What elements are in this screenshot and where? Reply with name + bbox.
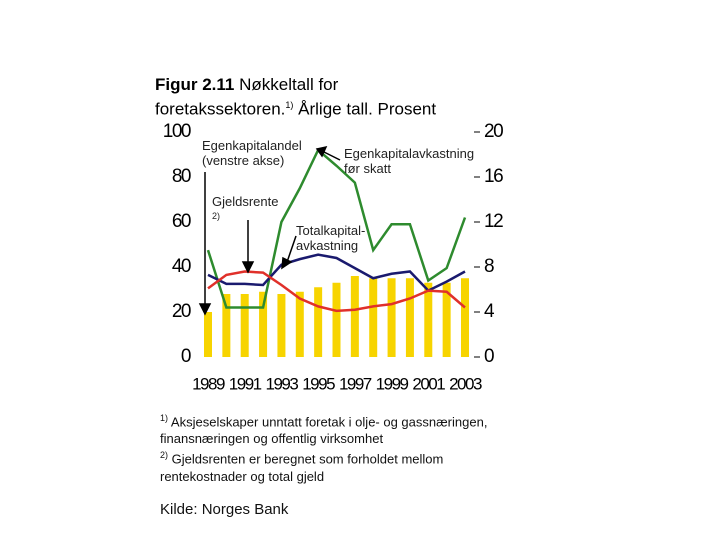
- source: Kilde: Norges Bank: [160, 500, 289, 518]
- bar: [277, 294, 286, 357]
- y2-tick-label: 4: [484, 301, 495, 322]
- title-sup: 1): [285, 100, 294, 110]
- bar: [387, 278, 396, 357]
- series-label: Gjeldsrente 2): [212, 194, 302, 227]
- y2-tick-label: 12: [484, 211, 503, 232]
- title-part: foretakssektoren.: [155, 99, 286, 119]
- y-tick-label: 20: [172, 301, 191, 322]
- bar: [332, 282, 341, 357]
- y2-tick-label: 8: [484, 256, 494, 277]
- bar: [295, 291, 304, 357]
- x-tick-label: 1991: [229, 374, 262, 393]
- bar: [204, 312, 212, 357]
- note-mark: 2): [160, 450, 169, 461]
- y2-tick-label: 20: [484, 121, 503, 142]
- x-tick-label: 1993: [266, 374, 299, 393]
- x-tick-label: 1989: [192, 374, 225, 393]
- arrows: [198, 145, 341, 316]
- bar: [442, 282, 451, 357]
- series-label: Totalkapital-avkastning: [296, 223, 366, 253]
- series-label: Egenkapitalandel (venstre akse): [202, 138, 302, 168]
- footnote: 2) Gjeldsrenten er beregnet som forholde…: [160, 447, 510, 484]
- bar: [405, 278, 414, 357]
- line: [207, 270, 466, 313]
- chart-title: Figur 2.11 Nøkkeltall for foretakssektore…: [155, 74, 485, 120]
- y2-tick-label: 0: [484, 346, 494, 367]
- y-tick-label: 40: [172, 256, 191, 277]
- bar: [240, 294, 249, 357]
- footnote-text: Aksjeselskaper unntatt foretak i olje- o…: [160, 414, 488, 447]
- x-tick-label: 1999: [376, 374, 409, 393]
- x-tick-label: 2003: [449, 374, 482, 393]
- x-tick-label: 1997: [339, 374, 372, 393]
- footnote: 1) Aksjeselskaper unntatt foretak i olje…: [160, 410, 510, 447]
- bar: [424, 282, 433, 357]
- y-tick-label: 80: [172, 166, 191, 187]
- line: [206, 147, 467, 309]
- y-tick-label: 0: [181, 346, 191, 367]
- bar: [259, 291, 268, 357]
- y2-tick-label: 16: [484, 166, 503, 187]
- bar: [222, 294, 231, 357]
- note-mark: 2): [212, 211, 221, 221]
- footnotes: 1) Aksjeselskaper unntatt foretak i olje…: [160, 410, 510, 518]
- line: [207, 253, 466, 293]
- x-tick-label: 1995: [302, 374, 335, 393]
- y-tick-label: 100: [163, 121, 191, 142]
- series-label: Egenkapitalavkastning før skatt: [344, 146, 475, 176]
- bar: [350, 276, 359, 357]
- x-tick-label: 2001: [412, 374, 445, 393]
- title-bold: Figur 2.11: [155, 75, 235, 94]
- title-part: Nøkkeltall for: [239, 75, 339, 94]
- bar: [314, 287, 323, 357]
- note-mark: 1): [160, 413, 169, 423]
- y-tick-label: 60: [172, 211, 191, 232]
- series-name: Gjeldsrente: [212, 194, 279, 209]
- footnote-text: Gjeldsrenten er beregnet som forholdet m…: [160, 451, 444, 484]
- bar: [461, 278, 469, 357]
- bar: [369, 278, 378, 357]
- title-part: Årlige tall. Prosent: [298, 99, 437, 119]
